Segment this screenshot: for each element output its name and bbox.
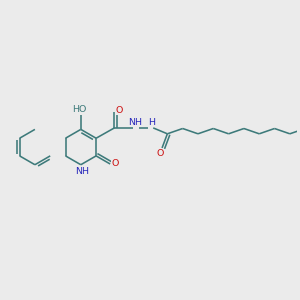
Text: NH: NH (75, 167, 89, 176)
Text: O: O (111, 160, 118, 169)
Text: O: O (116, 106, 123, 115)
Text: H: H (148, 118, 155, 127)
Text: NH: NH (128, 118, 142, 127)
Text: HO: HO (72, 105, 86, 114)
Text: O: O (157, 149, 164, 158)
